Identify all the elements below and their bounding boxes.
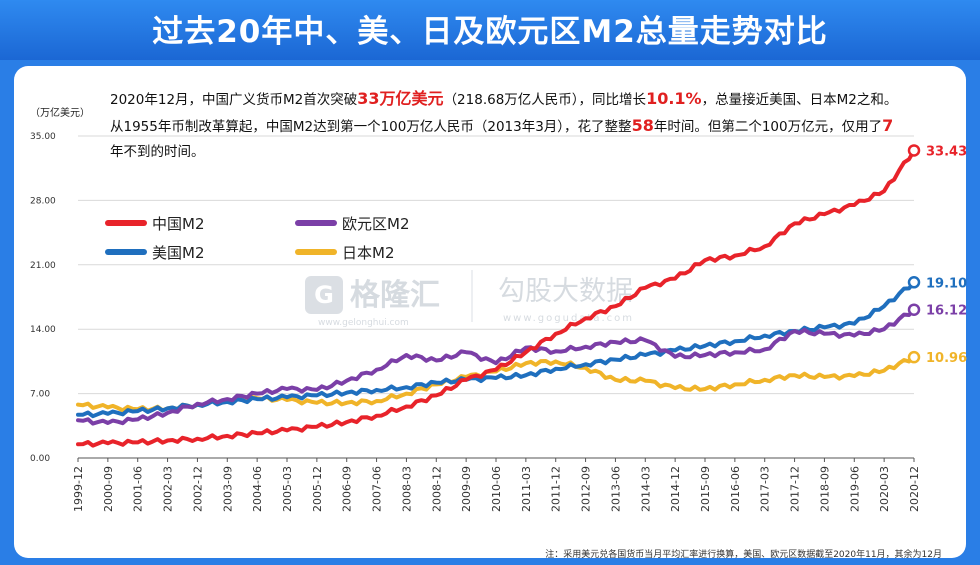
x-axis-ticks: 1999-12 2000-09 2001-06 2002-03 2002-12 2003-… (72, 458, 921, 512)
x-tick-label: 2008-03 (400, 466, 413, 512)
chart-legend: 中国M2 欧元区M2 美国M2 日本M2 (105, 215, 410, 262)
page-title: 过去20年中、美、日及欧元区M2总量走势对比 (152, 14, 828, 50)
x-tick-label: 2004-06 (251, 466, 264, 512)
watermark-brand2-url: www.gogudata.com (503, 313, 634, 324)
y-tick-label: 28.00 (30, 196, 56, 206)
x-tick-label: 2020-12 (908, 466, 921, 512)
desc-highlight-4: 7 (882, 116, 894, 135)
end-point-eurozone (907, 303, 921, 316)
end-label-japan: 10.96 (926, 351, 967, 366)
desc-highlight-2: 10.1% (646, 89, 702, 108)
x-tick-label: 2002-12 (191, 466, 204, 512)
x-tick-label: 2014-03 (639, 466, 652, 512)
grid-lines (78, 135, 914, 459)
desc-text-1: 2020年12月，中国广义货币M2首次突破 (110, 92, 358, 108)
x-tick-label: 2003-09 (221, 466, 234, 512)
legend-label-japan: 日本M2 (342, 244, 395, 262)
end-labels: 10.96 19.10 16.12 33.43 (926, 144, 967, 366)
x-tick-label: 1999-12 (72, 466, 85, 512)
series-line-china (76, 148, 916, 448)
end-label-usa: 19.10 (926, 276, 967, 291)
x-tick-label: 2013-06 (609, 466, 622, 512)
x-tick-label: 2018-09 (818, 466, 831, 512)
y-axis-unit-label: （万亿美元） (30, 108, 90, 119)
watermark-logo-glyph: G (314, 281, 334, 309)
desc-text-5: 年不到的时间。 (110, 144, 205, 160)
x-tick-label: 2005-03 (281, 466, 294, 512)
x-tick-label: 2011-12 (550, 466, 563, 512)
end-point-japan (907, 350, 921, 364)
end-label-china: 33.43 (926, 144, 967, 159)
watermark-logo-icon (305, 276, 343, 314)
desc-highlight-1: 33万亿美元 (357, 89, 444, 108)
desc-text-3: ，总量接近美国、日本M2之和。从1955年币制改革算起，中国M2达到第一个100… (110, 92, 898, 135)
x-tick-label: 2009-09 (460, 466, 473, 512)
x-tick-label: 2002-03 (162, 466, 175, 512)
end-label-eurozone: 16.12 (926, 304, 967, 319)
x-tick-label: 2006-09 (341, 466, 354, 512)
series-lines (76, 144, 921, 448)
desc-highlight-3: 58 (631, 116, 654, 135)
x-tick-label: 2007-06 (371, 466, 384, 512)
y-tick-label: 14.00 (30, 325, 56, 335)
legend-label-eurozone: 欧元区M2 (342, 215, 410, 233)
x-tick-label: 2017-12 (789, 466, 802, 512)
x-tick-label: 2015-09 (699, 466, 712, 512)
footnote: 注：采用美元兑各国货币当月平均汇率进行换算，美国、欧元区数据截至2020年11月… (545, 550, 942, 560)
end-point-china (907, 144, 921, 157)
x-tick-label: 2019-06 (848, 466, 861, 512)
y-tick-label: 0.00 (30, 454, 50, 464)
chart-description: 2020年12月，中国广义货币M2首次突破33万亿美元（218.68万亿人民币）… (110, 86, 900, 165)
chart-card (14, 66, 966, 558)
x-tick-label: 2017-03 (759, 466, 772, 512)
x-tick-label: 2011-03 (520, 466, 533, 512)
end-point-usa (907, 276, 921, 289)
x-tick-label: 2010-06 (490, 466, 503, 512)
x-tick-label: 2020-03 (878, 466, 891, 512)
y-tick-label: 35.00 (30, 132, 56, 142)
x-tick-label: 2008-12 (430, 466, 443, 512)
x-tick-label: 2016-06 (729, 466, 742, 512)
legend-label-china: 中国M2 (152, 215, 205, 233)
watermark-brand-url: www.gelonghui.com (318, 318, 409, 328)
series-line-eurozone (76, 307, 916, 426)
desc-text-2: （218.68万亿人民币），同比增长 (443, 92, 647, 108)
desc-text-4: 年时间。但第二个100万亿元，仅用了 (653, 119, 883, 135)
watermark: G 格隆汇 www.gelonghui.com 勾股大数据 www.goguda… (305, 270, 634, 328)
x-tick-label: 2001-06 (132, 466, 145, 512)
legend-label-usa: 美国M2 (152, 244, 205, 262)
series-line-usa (76, 280, 916, 419)
x-tick-label: 2000-09 (102, 466, 115, 512)
watermark-brand2: 勾股大数据 (498, 276, 633, 307)
x-tick-label: 2014-12 (669, 466, 682, 512)
title-banner (0, 0, 980, 60)
x-tick-label: 2012-09 (580, 466, 593, 512)
watermark-brand: 格隆汇 (350, 278, 440, 313)
y-axis-ticks: 0.00 7.00 14.00 21.00 28.00 35.00 (30, 132, 56, 464)
x-tick-label: 2005-12 (311, 466, 324, 512)
y-tick-label: 21.00 (30, 261, 56, 271)
y-tick-label: 7.00 (30, 390, 50, 400)
